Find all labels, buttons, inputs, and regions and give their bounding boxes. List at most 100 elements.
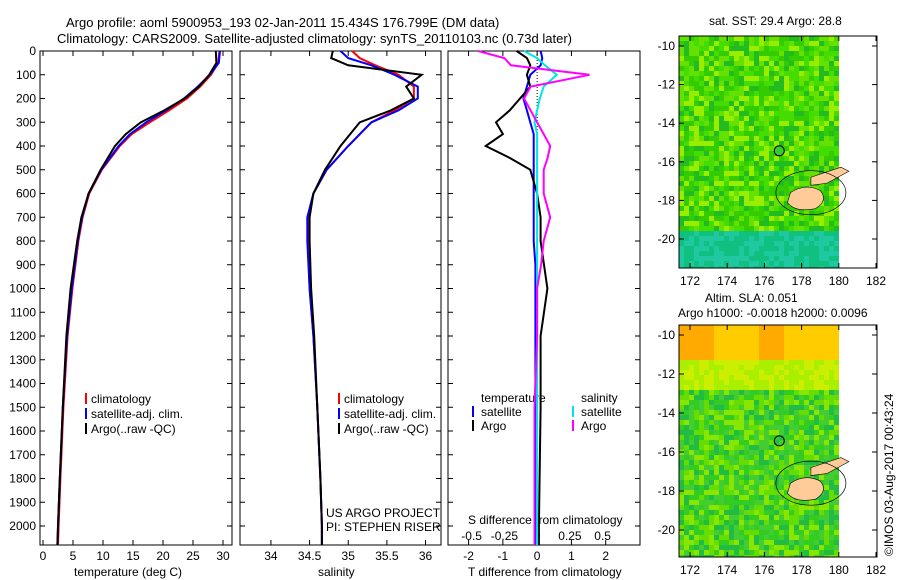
map-cell bbox=[689, 500, 694, 505]
map-cell bbox=[814, 325, 819, 330]
map-cell bbox=[749, 111, 754, 116]
map-cell bbox=[689, 505, 694, 510]
map-cell bbox=[769, 530, 774, 535]
map-cell bbox=[779, 485, 784, 490]
map-cell bbox=[689, 490, 694, 495]
map-cell bbox=[719, 555, 724, 557]
map-cell bbox=[734, 251, 739, 256]
map-cell bbox=[714, 171, 719, 176]
map-cell bbox=[749, 325, 754, 330]
map-cell bbox=[719, 266, 724, 268]
map-cell bbox=[824, 415, 829, 420]
map-cell bbox=[764, 196, 769, 201]
map-cell bbox=[764, 201, 769, 206]
legend-salinity-heading: salinity bbox=[581, 391, 618, 405]
map-cell bbox=[684, 161, 689, 166]
map-cell bbox=[764, 91, 769, 96]
map-cell bbox=[724, 440, 729, 445]
map-cell bbox=[699, 355, 704, 360]
map-cell bbox=[734, 550, 739, 555]
map-cell bbox=[719, 51, 724, 56]
map-cell bbox=[764, 146, 769, 151]
map-cell bbox=[719, 231, 724, 236]
map-cell bbox=[684, 106, 689, 111]
map-cell bbox=[709, 475, 714, 480]
map-cell bbox=[829, 395, 834, 400]
map-cell bbox=[829, 186, 834, 191]
map-cell bbox=[689, 131, 694, 136]
land-vanua-levu bbox=[810, 457, 850, 476]
map-cell bbox=[714, 196, 719, 201]
map-cell bbox=[724, 365, 729, 370]
map-cell bbox=[829, 335, 834, 340]
map-cell bbox=[709, 485, 714, 490]
map-cell bbox=[814, 186, 819, 191]
map-cell bbox=[749, 330, 754, 335]
map-cell bbox=[724, 390, 729, 395]
map-cell bbox=[824, 515, 829, 520]
map-cell bbox=[724, 121, 729, 126]
map-cell bbox=[749, 390, 754, 395]
map-cell bbox=[749, 201, 754, 206]
lat-tick-label: -12 bbox=[658, 367, 676, 381]
map-cell bbox=[704, 515, 709, 520]
map-cell bbox=[754, 46, 759, 51]
map-cell bbox=[684, 66, 689, 71]
map-cell bbox=[834, 445, 839, 450]
map-cell bbox=[824, 46, 829, 51]
map-cell bbox=[759, 440, 764, 445]
map-cell bbox=[804, 420, 809, 425]
map-cell bbox=[774, 530, 779, 535]
map-cell bbox=[754, 181, 759, 186]
map-cell bbox=[764, 101, 769, 106]
map-cell bbox=[774, 420, 779, 425]
map-cell bbox=[764, 445, 769, 450]
map-cell bbox=[809, 161, 814, 166]
map-cell bbox=[834, 510, 839, 515]
map-cell bbox=[764, 211, 769, 216]
map-cell bbox=[819, 231, 824, 236]
map-cell bbox=[779, 226, 784, 231]
map-cell bbox=[714, 435, 719, 440]
map-cell bbox=[804, 161, 809, 166]
map-cell bbox=[724, 420, 729, 425]
map-cell bbox=[814, 161, 819, 166]
series-line-argo-raw-qc- bbox=[308, 50, 425, 545]
map-cell bbox=[809, 325, 814, 330]
map-cell bbox=[699, 196, 704, 201]
map-cell bbox=[799, 46, 804, 51]
map-cell bbox=[754, 96, 759, 101]
map-cell bbox=[714, 405, 719, 410]
map-cell bbox=[694, 495, 699, 500]
map-cell bbox=[724, 101, 729, 106]
map-cell bbox=[724, 221, 729, 226]
map-cell bbox=[779, 470, 784, 475]
series-line-satellite-adj-clim- bbox=[306, 50, 419, 545]
map-cell bbox=[814, 340, 819, 345]
map-cell bbox=[694, 216, 699, 221]
map-cell bbox=[769, 495, 774, 500]
map-cell bbox=[704, 360, 709, 365]
depth-tick-label: 1600 bbox=[9, 424, 36, 438]
series-line-t-satellite bbox=[522, 50, 544, 545]
map-cell bbox=[729, 525, 734, 530]
map-cell bbox=[684, 385, 689, 390]
map-cell bbox=[719, 410, 724, 415]
map-cell bbox=[834, 550, 839, 555]
map-cell bbox=[819, 435, 824, 440]
map-cell bbox=[829, 435, 834, 440]
map-cell bbox=[779, 550, 784, 555]
map-cell bbox=[714, 116, 719, 121]
map-cell bbox=[774, 455, 779, 460]
map-cell bbox=[744, 360, 749, 365]
map-cell bbox=[834, 216, 839, 221]
map-cell bbox=[769, 36, 774, 41]
map-cell bbox=[684, 226, 689, 231]
map-cell bbox=[804, 380, 809, 385]
map-cell bbox=[754, 51, 759, 56]
map-cell bbox=[769, 445, 774, 450]
map-cell bbox=[734, 500, 739, 505]
map-cell bbox=[794, 106, 799, 111]
map-cell bbox=[684, 440, 689, 445]
map-cell bbox=[719, 350, 724, 355]
